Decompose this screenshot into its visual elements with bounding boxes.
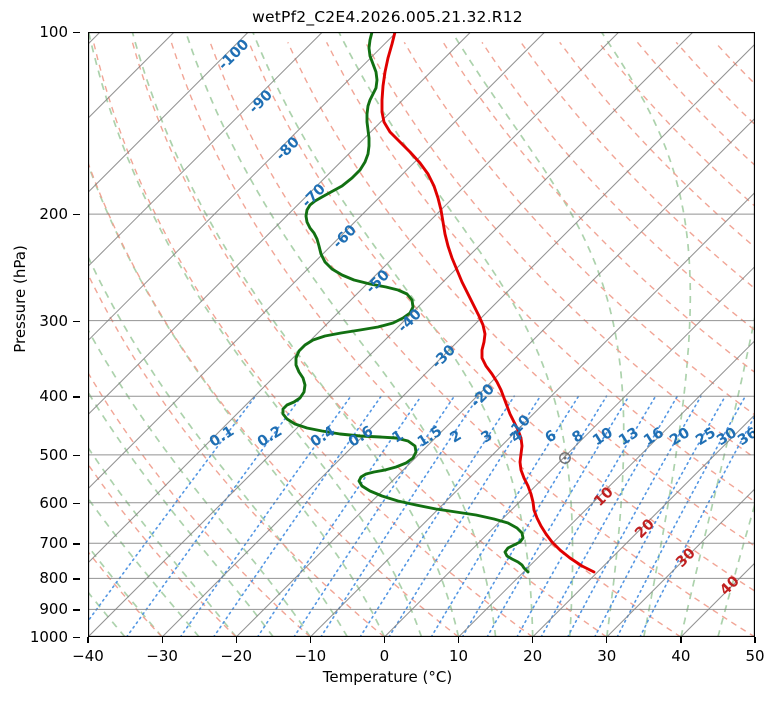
mixing-ratio-label: 1.5 bbox=[415, 423, 445, 450]
x-axis-tick-mark bbox=[532, 637, 534, 643]
y-axis-tick-mark bbox=[73, 214, 80, 216]
temperature-profile-line bbox=[380, 32, 596, 574]
page-title: wetPf2_C2E4.2026.005.21.32.R12 bbox=[252, 8, 523, 26]
x-axis-tick-label: −20 bbox=[220, 647, 253, 665]
y-axis-tick-mark bbox=[73, 454, 80, 457]
isotherm-label: -80 bbox=[273, 134, 303, 164]
y-axis-tick-mark bbox=[73, 32, 80, 34]
mixing-ratio-label: 16 bbox=[641, 425, 667, 449]
x-axis-tick-mark bbox=[457, 637, 460, 643]
x-axis-tick-label: −40 bbox=[72, 647, 104, 665]
isotherm-label: -30 bbox=[429, 342, 459, 372]
y-axis-tick-mark bbox=[73, 578, 80, 580]
parcel-marker bbox=[559, 452, 571, 464]
skewt-canvas: -100-90-80-70-60-50-40-30-20-1010203040 … bbox=[88, 32, 755, 637]
x-axis-tick-label: −10 bbox=[294, 647, 327, 665]
x-axis-tick-label: 0 bbox=[379, 647, 390, 665]
dry-adiabat-lines bbox=[88, 41, 755, 637]
dewpoint-profile-line bbox=[281, 32, 530, 574]
mixing-ratio-label: 0.4 bbox=[308, 423, 338, 450]
mixing-ratio-label: 0.2 bbox=[255, 423, 285, 450]
y-axis-tick-label: 100 bbox=[39, 23, 68, 41]
y-axis-tick-mark bbox=[73, 637, 80, 639]
isotherm-label: -90 bbox=[246, 87, 276, 117]
mixing-ratio-label: 13 bbox=[616, 425, 642, 449]
y-axis-title: Pressure (hPa) bbox=[11, 245, 29, 353]
y-axis-tick-label: 500 bbox=[39, 445, 68, 464]
x-axis-tick-label: 40 bbox=[671, 647, 691, 665]
x-axis-tick-mark bbox=[606, 637, 608, 643]
x-axis-tick-label: 50 bbox=[745, 647, 765, 665]
isotherm-label: 40 bbox=[717, 573, 743, 599]
x-axis-tick-mark bbox=[680, 637, 682, 643]
pressure-gridlines bbox=[88, 32, 755, 637]
x-axis-tick-mark bbox=[309, 637, 312, 643]
y-axis-tick-label: 1000 bbox=[29, 628, 68, 646]
mixing-ratio-label: 1 bbox=[389, 428, 406, 447]
y-axis-tick-label: 900 bbox=[39, 600, 68, 619]
y-axis-tick-label: 300 bbox=[39, 311, 68, 330]
plot-area: -100 -90 -80 -70 -60 -50 -40 -30 -20 -10 10 20 30 40 … bbox=[88, 32, 755, 637]
x-axis-tick-label: 30 bbox=[597, 647, 617, 665]
x-axis-tick-mark bbox=[87, 637, 89, 643]
y-axis-tick-label: 200 bbox=[39, 205, 68, 224]
mixing-ratio-label: 20 bbox=[667, 425, 693, 449]
y-axis-tick-labels: 100 200 300 400 500 600 700 800 900 1000 bbox=[0, 23, 80, 646]
isotherm-label: -40 bbox=[395, 306, 425, 336]
y-axis-tick-label: 600 bbox=[39, 493, 68, 512]
y-axis-tick-mark bbox=[73, 502, 80, 505]
isotherm-label: 10 bbox=[591, 484, 617, 510]
x-axis-tick-label: −30 bbox=[146, 647, 178, 665]
x-axis-tick-label: 20 bbox=[523, 647, 543, 665]
y-axis-tick-mark bbox=[73, 543, 80, 545]
mixing-ratio-label: 3 bbox=[478, 428, 495, 447]
plot-frame bbox=[88, 32, 755, 637]
isotherm-label: -50 bbox=[363, 267, 393, 297]
mixing-ratio-label: 10 bbox=[590, 425, 616, 449]
y-axis-tick-label: 700 bbox=[39, 534, 68, 553]
x-axis-tick-mark bbox=[161, 637, 163, 643]
mixing-ratio-label: 2 bbox=[447, 428, 464, 447]
y-axis-tick-label: 800 bbox=[39, 569, 68, 588]
y-axis-tick-mark bbox=[73, 609, 80, 611]
y-axis-tick-label: 400 bbox=[39, 387, 68, 406]
x-axis-tick-mark bbox=[235, 637, 237, 643]
isotherm-label: -60 bbox=[330, 222, 360, 252]
isotherm-lines bbox=[88, 32, 755, 637]
mixing-ratio-label: 0.1 bbox=[207, 423, 237, 450]
x-axis-tick-mark bbox=[754, 637, 756, 643]
y-axis-tick-mark bbox=[73, 396, 80, 398]
moist-adiabat-lines bbox=[88, 32, 755, 637]
x-axis-tick-labels: −40 −30 −20 −10 0 10 20 30 40 50 bbox=[72, 637, 765, 667]
x-axis-title: Temperature (°C) bbox=[322, 668, 453, 686]
x-axis-tick-label: 10 bbox=[449, 647, 469, 665]
isotherm-label: -100 bbox=[216, 37, 253, 74]
x-axis-tick-mark bbox=[383, 637, 386, 643]
isotherm-label: 20 bbox=[632, 516, 658, 542]
y-axis-tick-mark bbox=[73, 320, 80, 322]
